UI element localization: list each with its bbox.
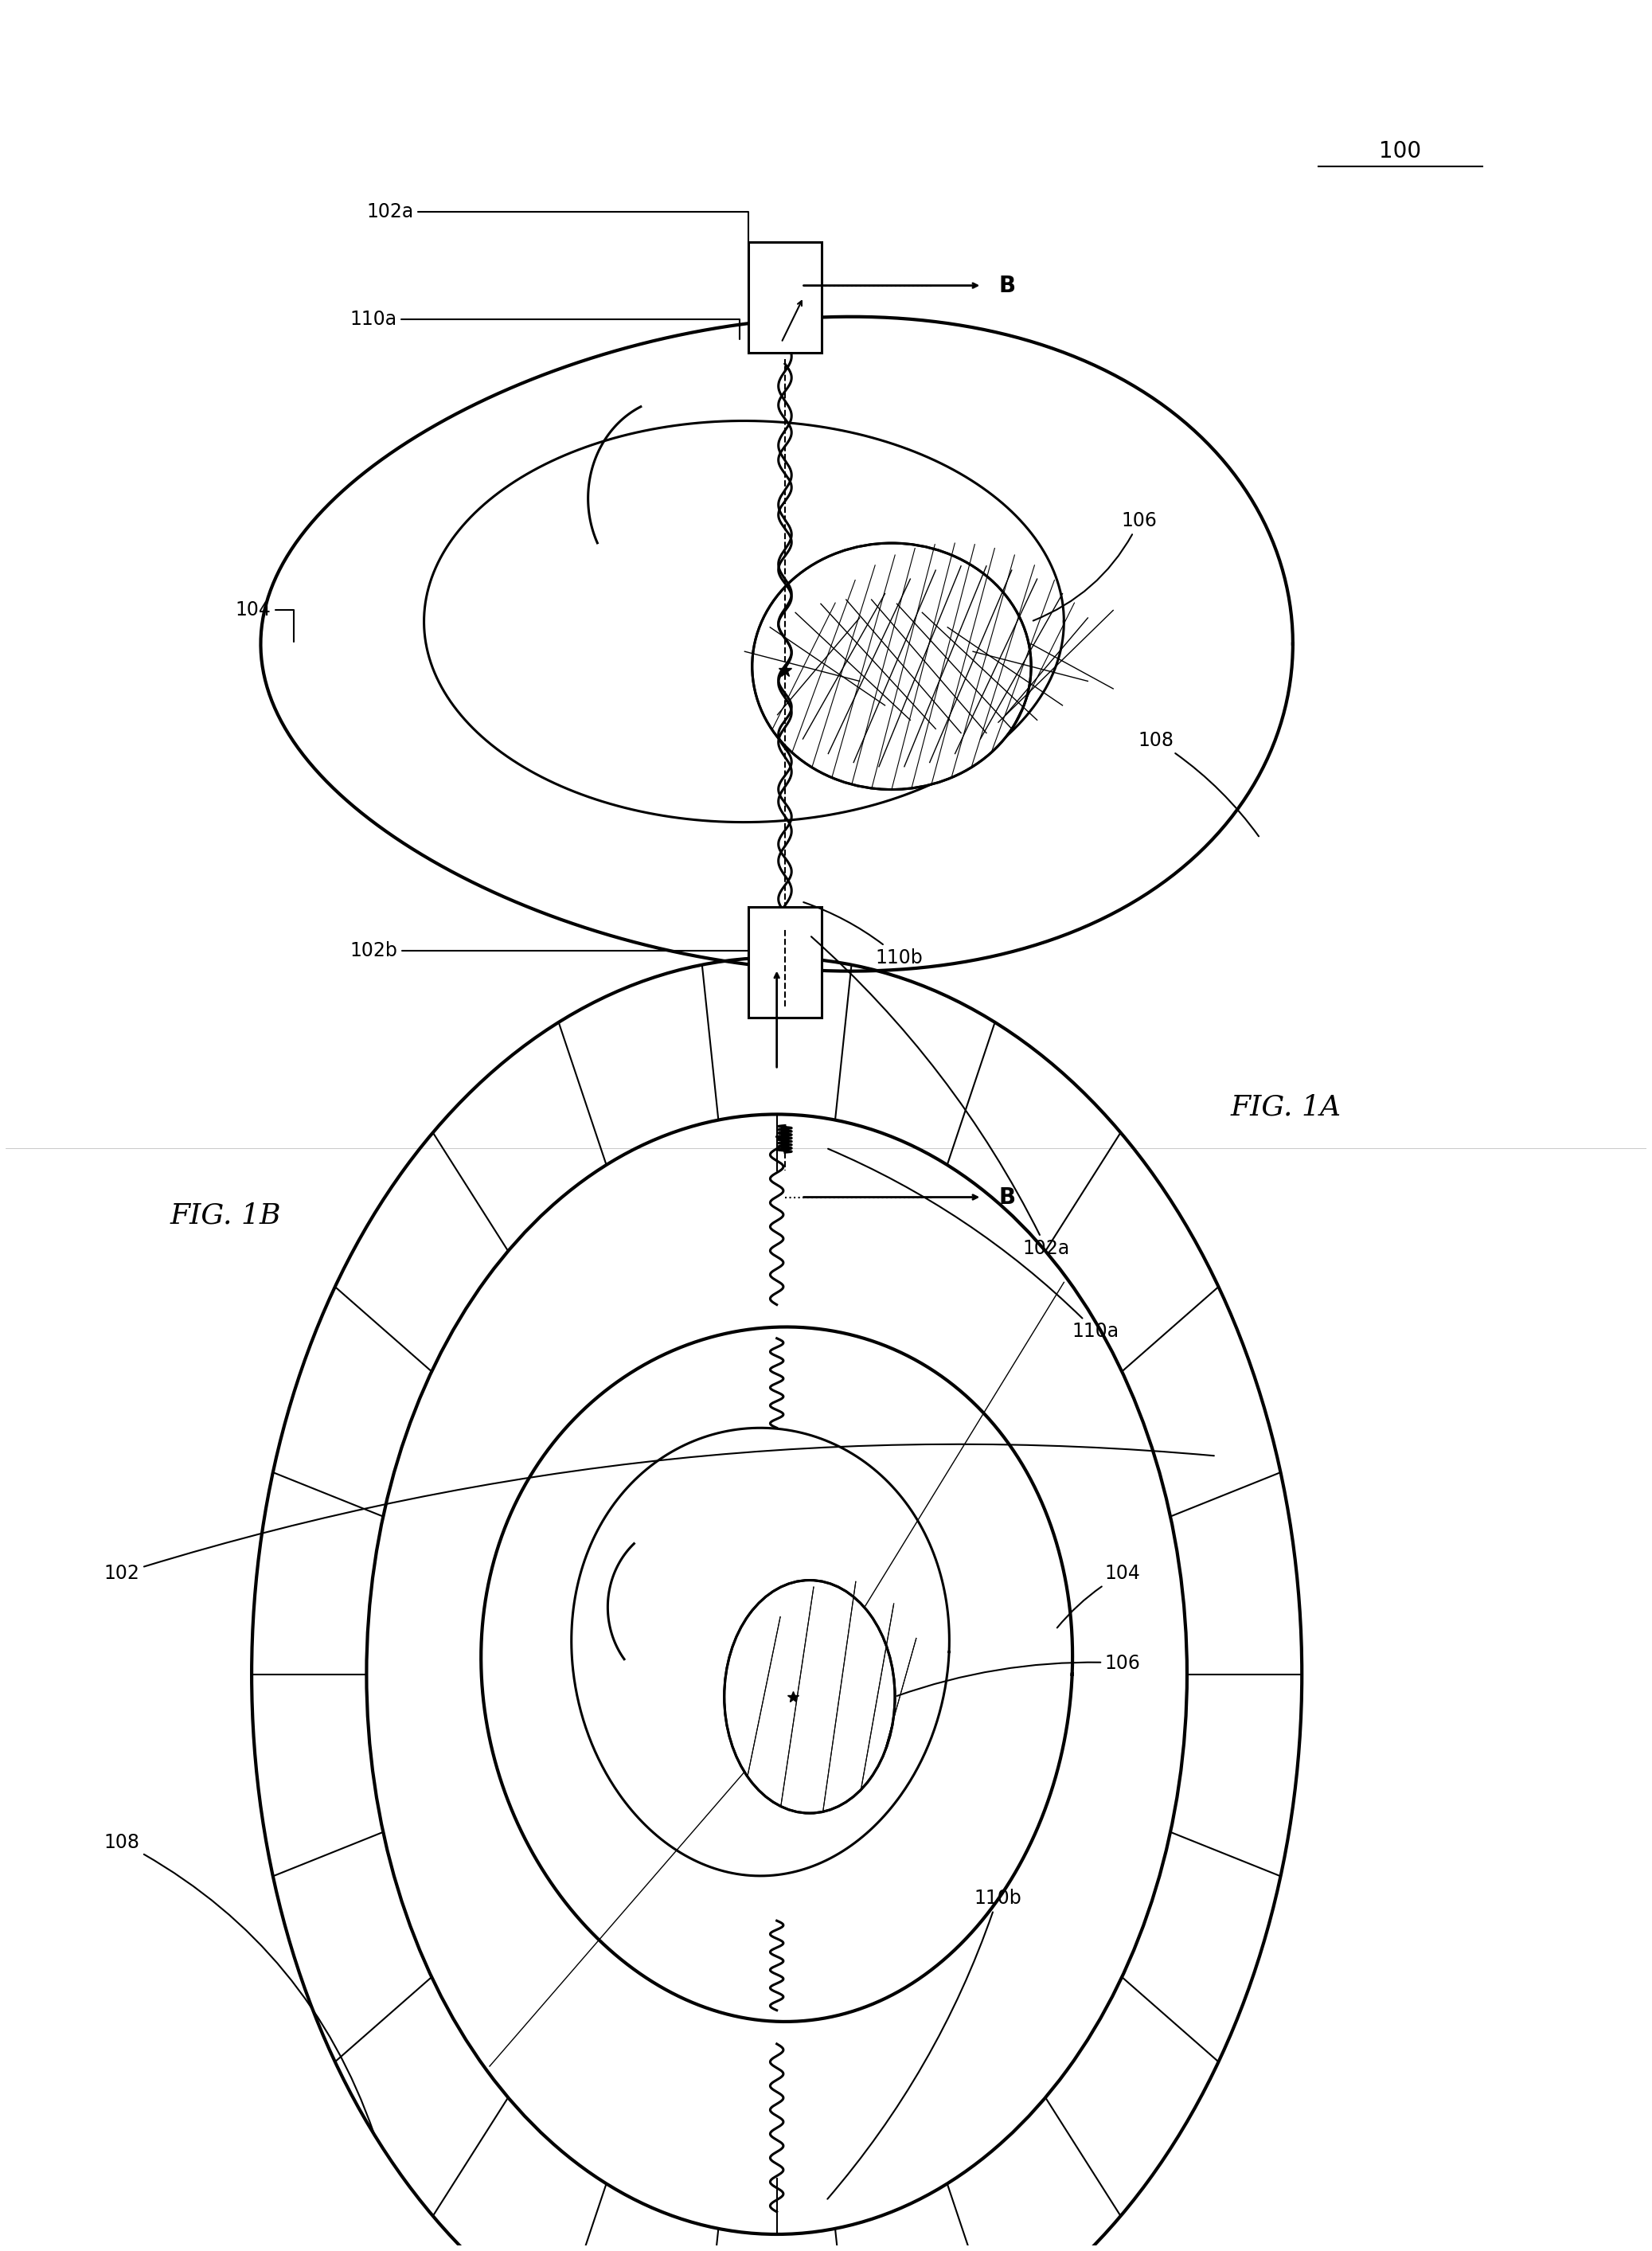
Text: 110a: 110a bbox=[350, 311, 740, 340]
Text: 110a: 110a bbox=[828, 1148, 1118, 1342]
Circle shape bbox=[724, 1580, 895, 1812]
Text: 108: 108 bbox=[1138, 732, 1259, 837]
Text: 102a: 102a bbox=[367, 203, 748, 290]
Text: FIG. 1A: FIG. 1A bbox=[1231, 1094, 1341, 1121]
Text: FIG. 1B: FIG. 1B bbox=[170, 1202, 281, 1229]
Text: 110b: 110b bbox=[828, 1889, 1021, 2199]
Text: 104: 104 bbox=[1057, 1564, 1140, 1627]
Bar bbox=[748, 907, 823, 1017]
Text: 106: 106 bbox=[1032, 511, 1156, 621]
Text: $\bf{B}$: $\bf{B}$ bbox=[998, 1186, 1014, 1209]
Text: 102a: 102a bbox=[811, 936, 1070, 1258]
Text: 102b: 102b bbox=[350, 941, 748, 966]
Text: 104: 104 bbox=[235, 601, 294, 642]
Bar bbox=[748, 241, 823, 353]
Text: 108: 108 bbox=[104, 1832, 373, 2134]
Text: 102: 102 bbox=[104, 1445, 1214, 1582]
Ellipse shape bbox=[752, 542, 1031, 790]
Text: $\bf{B}$: $\bf{B}$ bbox=[998, 275, 1014, 297]
Text: 110b: 110b bbox=[803, 903, 923, 968]
Text: 100: 100 bbox=[1379, 140, 1421, 162]
Text: 106: 106 bbox=[897, 1654, 1140, 1695]
